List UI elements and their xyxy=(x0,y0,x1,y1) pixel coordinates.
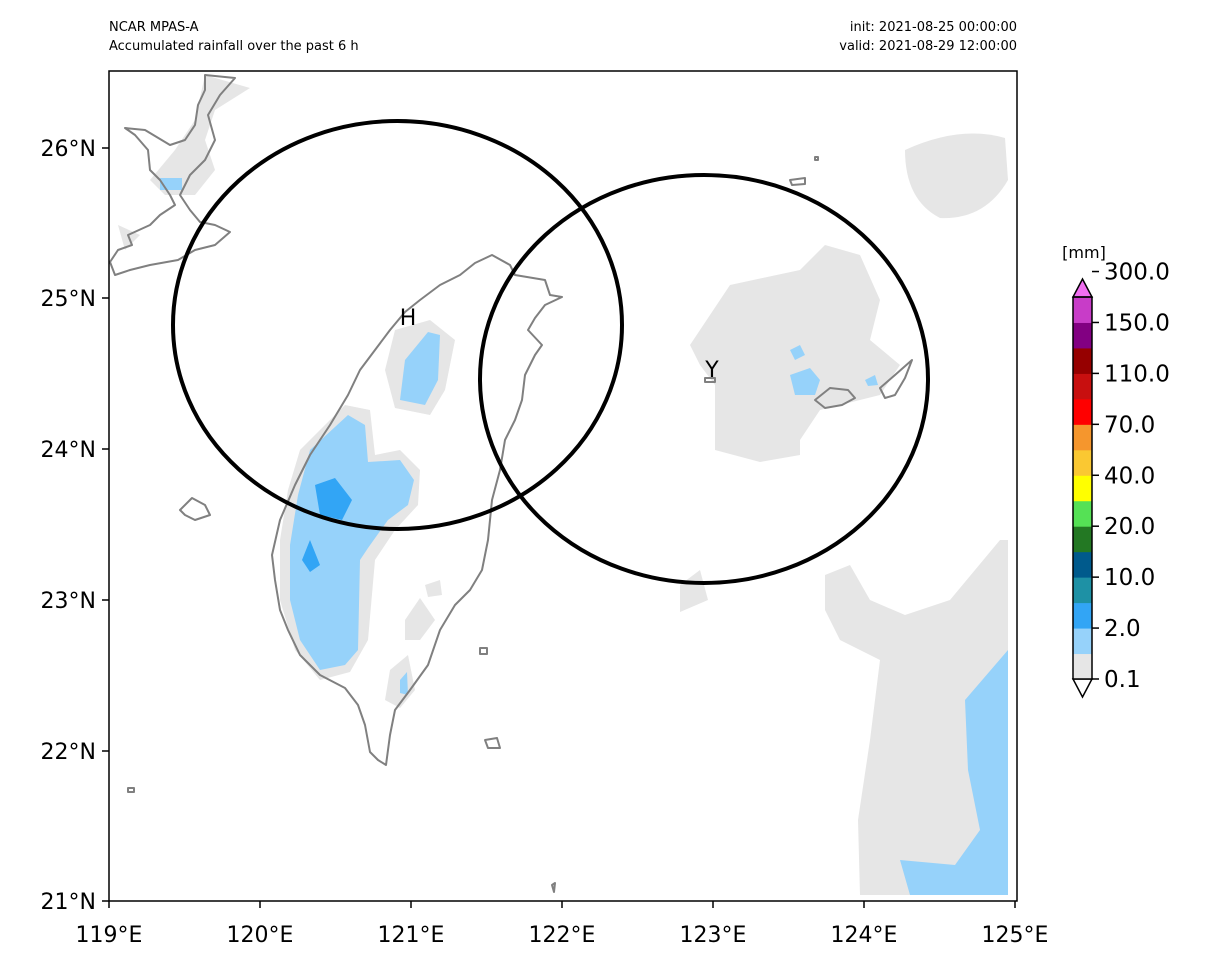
header-left: NCAR MPAS-A Accumulated rainfall over th… xyxy=(109,18,359,56)
china-coast xyxy=(109,74,236,276)
lon-tick-121: 121°E xyxy=(378,923,445,948)
yonaguni-islet xyxy=(704,377,716,383)
colorbar-segment xyxy=(1073,322,1092,349)
lon-tick-119: 119°E xyxy=(76,923,143,948)
colorbar-segment xyxy=(1073,500,1092,527)
lon-tick-125: 125°E xyxy=(982,923,1049,948)
colorbar-tick-label: 2.0 xyxy=(1104,616,1141,642)
rainfall-shading-light xyxy=(118,75,1008,895)
rainfall-shading-10mm xyxy=(302,478,352,572)
colorbar-tick-label: 300.0 xyxy=(1104,260,1170,286)
rainfall-shading-2mm xyxy=(160,178,1008,895)
lon-tick-123: 123°E xyxy=(680,923,747,948)
model-name: NCAR MPAS-A xyxy=(109,20,199,35)
colorbar-tick-label: 10.0 xyxy=(1104,565,1155,591)
small-islet xyxy=(814,156,819,161)
colorbar-frame xyxy=(1072,296,1093,680)
colorbar-ticks: 0.1 2.0 10.0 20.0 40.0 70.0 110.0 150.0 300.0 xyxy=(1092,260,1170,693)
colorbar-tick-label: 150.0 xyxy=(1104,310,1170,336)
colorbar-tick-label: 0.1 xyxy=(1104,667,1141,693)
lat-tick-25: 25°N xyxy=(41,287,96,312)
lon-axis: 119°E 120°E 121°E 122°E 123°E 124°E 125°… xyxy=(76,901,1049,948)
orchid-island xyxy=(484,737,501,749)
colorbar-extend-min xyxy=(1071,678,1094,699)
lat-tick-22: 22°N xyxy=(41,740,96,765)
taiwan-coast xyxy=(271,254,563,766)
init-time: init: 2021-08-25 00:00:00 xyxy=(849,20,1017,35)
site-label-y: Y xyxy=(704,358,719,383)
lat-tick-23: 23°N xyxy=(41,589,96,614)
green-island xyxy=(479,647,488,655)
colorbar-segment xyxy=(1073,551,1092,578)
colorbar-segment xyxy=(1073,602,1092,629)
colorbar-segment xyxy=(1073,373,1092,400)
colorbar-tick-label: 20.0 xyxy=(1104,514,1155,540)
product-name: Accumulated rainfall over the past 6 h xyxy=(109,39,359,54)
matsu-islet xyxy=(789,177,806,186)
colorbar-segment xyxy=(1073,297,1092,323)
range-ring-y xyxy=(478,173,930,585)
colorbar-tick-label: 40.0 xyxy=(1104,463,1155,489)
colorbar-segment xyxy=(1073,577,1092,604)
colorbar-segment xyxy=(1073,424,1092,451)
site-label-h: H xyxy=(400,306,417,331)
colorbar-extend-max xyxy=(1071,277,1094,298)
colorbar-tick-label: 70.0 xyxy=(1104,412,1155,438)
colorbar-segment xyxy=(1073,653,1092,680)
lat-tick-26: 26°N xyxy=(41,137,96,162)
small-islet-2 xyxy=(551,882,556,893)
lon-tick-124: 124°E xyxy=(831,923,898,948)
penghu xyxy=(179,497,211,521)
colorbar-segment xyxy=(1073,526,1092,553)
yonaguni xyxy=(814,387,856,409)
colorbar-segment xyxy=(1073,347,1092,374)
header-right: init: 2021-08-25 00:00:00 valid: 2021-08… xyxy=(839,18,1017,56)
colorbar-segment xyxy=(1073,628,1092,655)
colorbar-segments xyxy=(1071,277,1094,699)
lat-axis: 21°N 22°N 23°N 24°N 25°N 26°N xyxy=(41,137,109,915)
lon-tick-122: 122°E xyxy=(529,923,596,948)
coastlines xyxy=(109,74,913,893)
map-area: H Y xyxy=(109,74,1008,895)
colorbar-segment xyxy=(1073,398,1092,425)
colorbar-unit: [mm] xyxy=(1062,243,1106,262)
colorbar-segment xyxy=(1073,475,1092,502)
lon-tick-120: 120°E xyxy=(227,923,294,948)
colorbar-segment xyxy=(1073,449,1092,476)
lat-tick-24: 24°N xyxy=(41,438,96,463)
small-islet-3 xyxy=(127,787,135,793)
valid-time: valid: 2021-08-29 12:00:00 xyxy=(839,39,1017,54)
range-ring-h xyxy=(171,119,624,531)
colorbar-tick-label: 110.0 xyxy=(1104,361,1170,387)
colorbar: [mm] 0.1 2.0 10.0 20.0 40.0 70.0 110.0 150.0 300… xyxy=(1062,243,1170,699)
iriomote xyxy=(879,359,913,399)
map-frame xyxy=(108,70,1018,902)
lat-tick-21: 21°N xyxy=(41,890,96,915)
